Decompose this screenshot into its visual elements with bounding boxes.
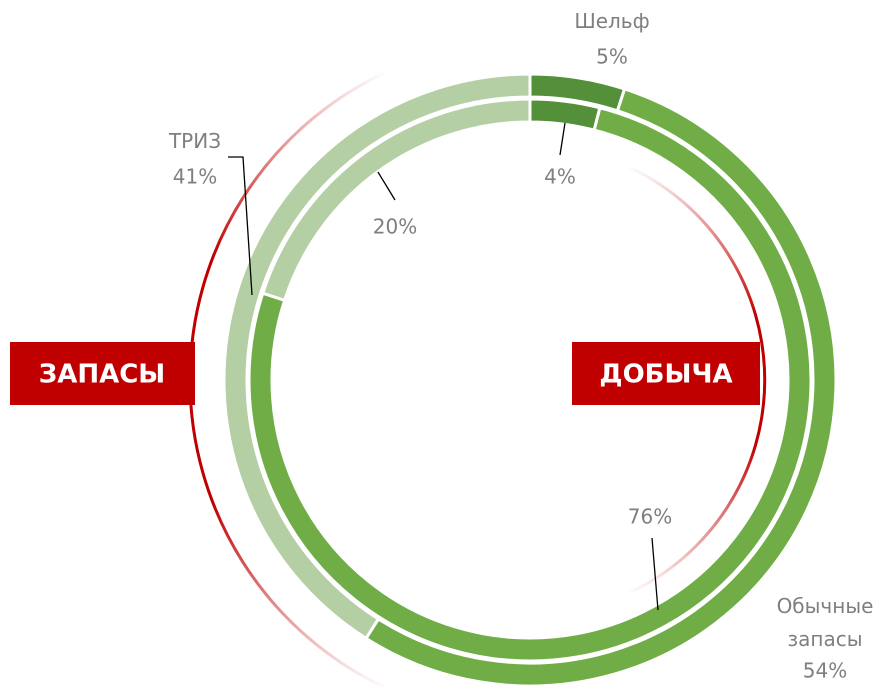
series-badge (572, 342, 760, 405)
value-label: 54% (803, 659, 847, 683)
series-name: ДОБЫЧА (599, 360, 732, 390)
leader-line (377, 171, 396, 201)
value-label: 20% (373, 215, 417, 239)
series-badge (10, 342, 195, 405)
slice (222, 72, 532, 641)
category-label: Обычные запасы (777, 594, 874, 651)
series-name: ЗАПАСЫ (39, 360, 166, 390)
leader-line (559, 122, 566, 156)
value-label: 76% (628, 505, 672, 529)
value-label: 41% (173, 165, 217, 189)
value-label: 5% (596, 45, 628, 69)
leader-line (228, 156, 253, 296)
leader-line (651, 537, 659, 611)
category-label: ТРИЗ (168, 129, 221, 153)
accent-arc (628, 165, 767, 595)
value-label: 4% (544, 165, 576, 189)
category-label: Шельф (574, 9, 649, 33)
slice (260, 97, 532, 303)
